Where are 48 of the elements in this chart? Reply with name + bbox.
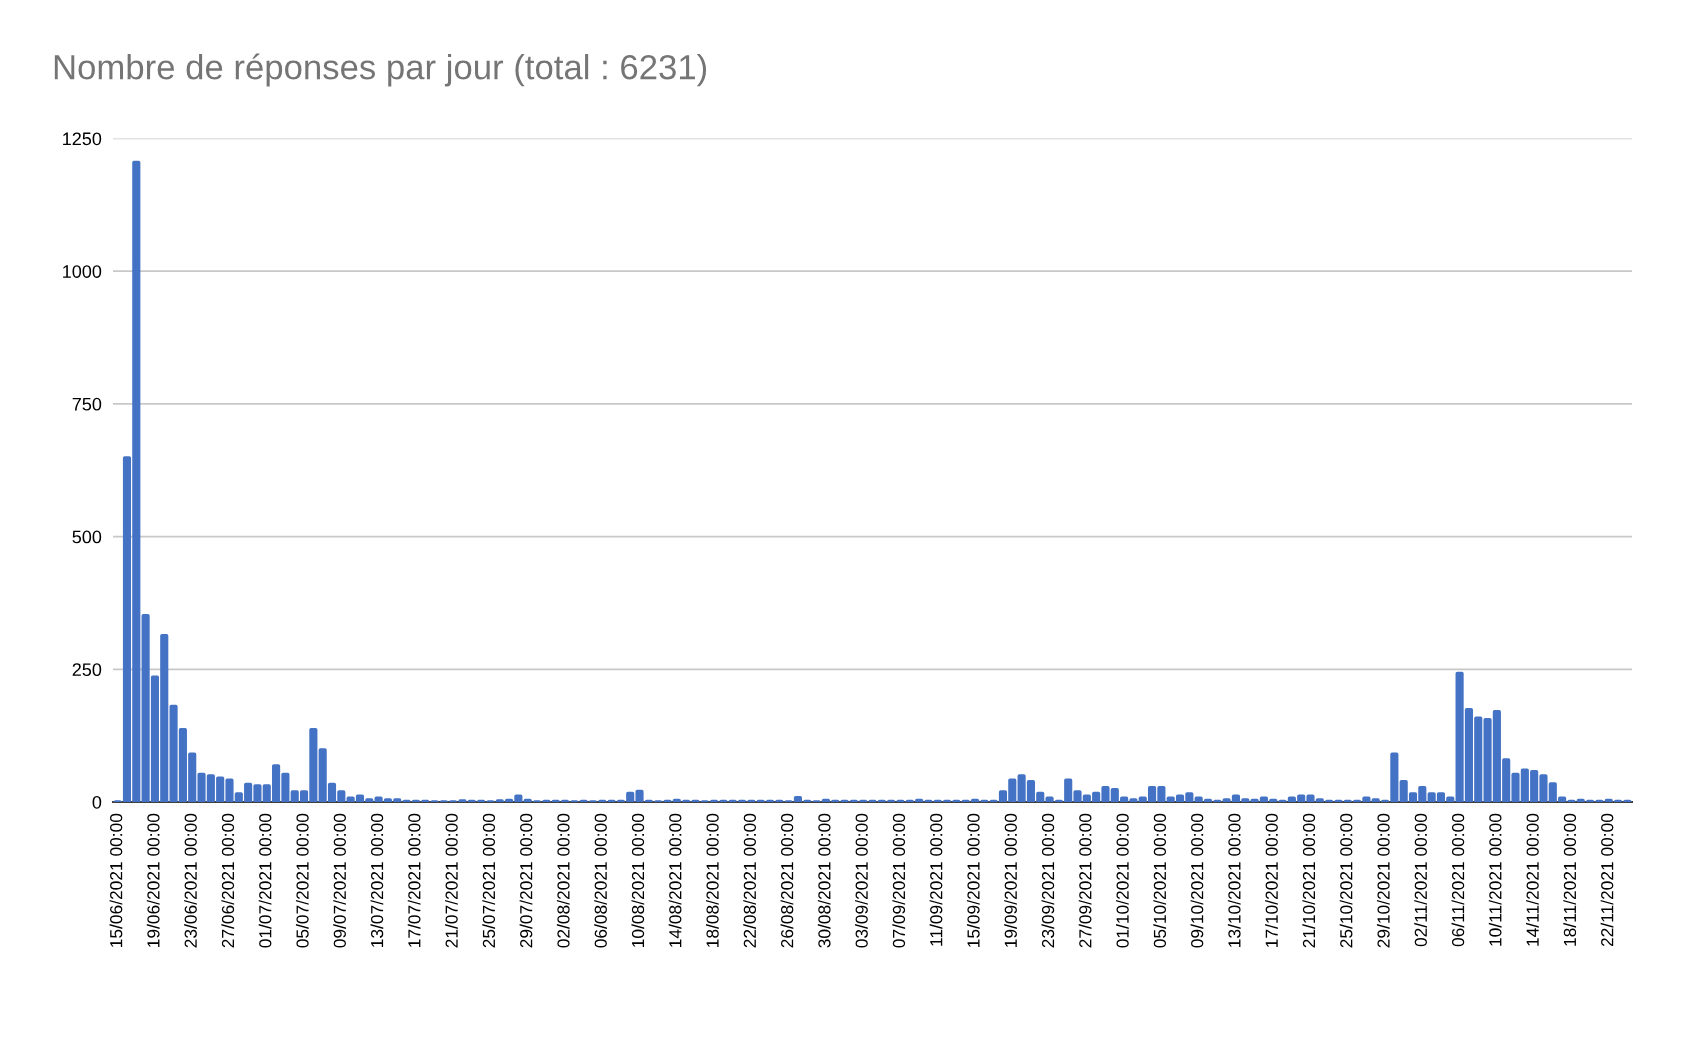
x-tick-label: 14/11/2021 00:00 [1526, 813, 1539, 946]
x-tick-label: 14/08/2021 00:00 [668, 813, 682, 947]
x-tick-label: 03/09/2021 00:00 [855, 813, 868, 948]
x-tick-label: 07/09/2021 00:00 [892, 813, 906, 948]
x-tick-label: 02/11/2021 00:00 [1414, 813, 1427, 947]
x-tick-label: 01/07/2021 00:00 [258, 813, 272, 948]
x-tick-label: 21/10/2021 00:00 [1302, 813, 1316, 948]
x-tick-label: 02/08/2021 00:00 [556, 813, 570, 948]
x-tick-label: 13/07/2021 00:00 [370, 813, 384, 947]
x-tick-label: 19/06/2021 00:00 [146, 813, 160, 947]
chart-title: Nombre de réponses par jour (total : 6231) [54, 53, 707, 87]
x-tick-label: 09/10/2021 00:00 [1190, 813, 1204, 948]
x-tick-label: 06/11/2021 00:00 [1451, 813, 1465, 947]
y-tick-label: 750 [72, 397, 102, 411]
x-tick-label: 22/08/2021 00:00 [743, 813, 757, 948]
x-tick-label: 01/10/2021 00:00 [1116, 813, 1129, 948]
x-tick-label: 27/06/2021 00:00 [221, 813, 235, 948]
y-tick-label: 500 [72, 530, 102, 544]
x-tick-label: 18/11/2021 00:00 [1563, 813, 1577, 946]
x-tick-label: 05/07/2021 00:00 [295, 813, 309, 948]
x-tick-label: 11/09/2021 00:00 [929, 813, 943, 946]
x-tick-label: 13/10/2021 00:00 [1227, 813, 1241, 947]
x-tick-label: 05/10/2021 00:00 [1153, 813, 1167, 948]
x-tick-label: 17/07/2021 00:00 [407, 813, 421, 947]
x-tick-label: 30/08/2021 00:00 [817, 813, 831, 948]
y-tick-label: 1000 [63, 265, 102, 278]
x-tick-label: 22/11/2021 00:00 [1600, 813, 1614, 947]
x-tick-label: 18/08/2021 00:00 [705, 813, 719, 947]
x-tick-label: 26/08/2021 00:00 [780, 813, 794, 948]
x-tick-label: 15/09/2021 00:00 [966, 813, 980, 947]
x-tick-label: 19/09/2021 00:00 [1004, 813, 1017, 947]
x-tick-label: 25/07/2021 00:00 [482, 813, 496, 948]
x-tick-label: 09/07/2021 00:00 [333, 813, 346, 948]
x-tick-label: 10/08/2021 00:00 [631, 813, 645, 947]
x-tick-label: 06/08/2021 00:00 [594, 813, 607, 948]
y-tick-label: 1250 [63, 132, 102, 146]
x-tick-label: 29/10/2021 00:00 [1376, 813, 1390, 948]
x-tick-label: 21/07/2021 00:00 [445, 813, 458, 948]
x-tick-label: 29/07/2021 00:00 [519, 813, 533, 948]
y-tick-label: 250 [72, 663, 102, 677]
x-tick-label: 27/09/2021 00:00 [1078, 813, 1092, 948]
x-tick-label: 23/09/2021 00:00 [1041, 813, 1055, 948]
x-tick-label: 15/06/2021 00:00 [109, 813, 123, 947]
x-tick-label: 25/10/2021 00:00 [1339, 813, 1353, 948]
x-tick-label: 23/06/2021 00:00 [184, 813, 197, 948]
y-tick-label: 0 [92, 795, 102, 809]
x-tick-label: 10/11/2021 00:00 [1488, 813, 1502, 946]
x-tick-label: 17/10/2021 00:00 [1265, 813, 1278, 947]
